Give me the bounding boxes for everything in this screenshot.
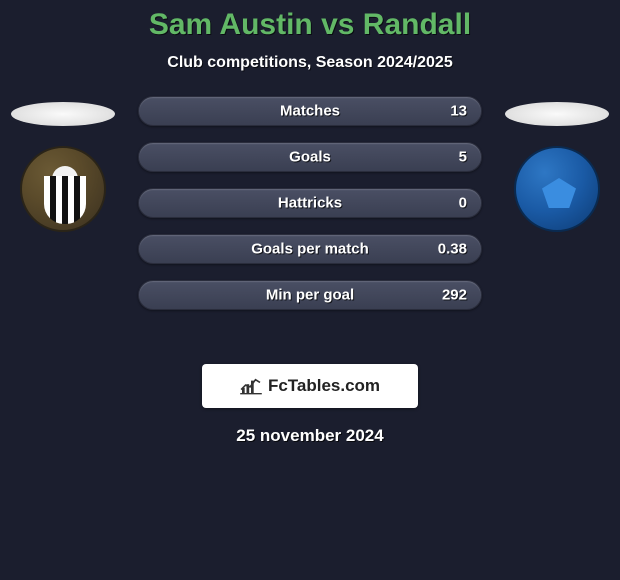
stat-row: Min per goal 292 <box>138 280 482 310</box>
stats-list: Matches 13 Goals 5 Hattricks 0 Goals per… <box>138 96 482 326</box>
chart-icon <box>240 377 262 395</box>
stat-label: Hattricks <box>278 195 342 212</box>
stat-label: Matches <box>280 103 340 120</box>
stat-value-right: 292 <box>442 287 467 304</box>
player-photo-right <box>505 102 609 126</box>
stat-row: Matches 13 <box>138 96 482 126</box>
club-badge-left <box>20 146 106 232</box>
date-label: 25 november 2024 <box>0 426 620 446</box>
page-title: Sam Austin vs Randall <box>0 8 620 42</box>
club-badge-right <box>514 146 600 232</box>
stat-value-right: 0 <box>459 195 467 212</box>
stat-row: Goals 5 <box>138 142 482 172</box>
player-column-right <box>502 96 612 232</box>
stat-value-right: 5 <box>459 149 467 166</box>
stat-label: Goals per match <box>251 241 369 258</box>
stat-label: Goals <box>289 149 331 166</box>
stat-row: Hattricks 0 <box>138 188 482 218</box>
player-photo-left <box>11 102 115 126</box>
stat-value-right: 13 <box>450 103 467 120</box>
brand-text: FcTables.com <box>268 376 380 396</box>
subtitle: Club competitions, Season 2024/2025 <box>0 54 620 72</box>
player-column-left <box>8 96 118 232</box>
stat-label: Min per goal <box>266 287 354 304</box>
stat-row: Goals per match 0.38 <box>138 234 482 264</box>
comparison-card: Sam Austin vs Randall Club competitions,… <box>0 0 620 446</box>
stat-value-right: 0.38 <box>438 241 467 258</box>
comparison-body: Matches 13 Goals 5 Hattricks 0 Goals per… <box>0 96 620 356</box>
brand-badge[interactable]: FcTables.com <box>202 364 418 408</box>
